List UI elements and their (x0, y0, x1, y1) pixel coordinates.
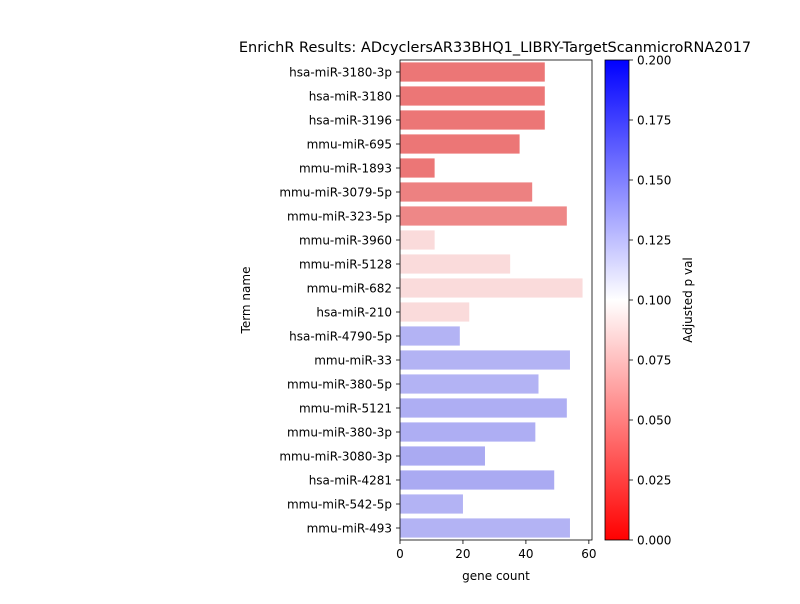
colorbar-tick-label: 0.050 (637, 414, 671, 428)
bar (400, 350, 570, 370)
bar (400, 302, 470, 322)
colorbar: 0.000 0.025 0.050 0.075 0.100 0.125 0.150 0.175… (604, 54, 671, 548)
bar (400, 494, 463, 514)
bar (400, 206, 567, 226)
colorbar-tick-label: 0.075 (637, 354, 671, 368)
y-tick-label: mmu-miR-380-5p (287, 378, 392, 392)
y-tick-label: hsa-miR-4281 (309, 474, 392, 488)
plot-frame (399, 59, 593, 541)
colorbar-tick-label: 0.125 (637, 234, 671, 248)
bar (400, 158, 435, 178)
y-tick-label: mmu-miR-33 (314, 354, 392, 368)
bar (400, 254, 511, 274)
y-tick-label: mmu-miR-3960 (299, 234, 392, 248)
bar (400, 182, 533, 202)
y-tick-label: mmu-miR-5121 (299, 402, 392, 416)
x-tick-label: 60 (581, 547, 596, 561)
colorbar-tick-label: 0.100 (637, 294, 671, 308)
y-tick-label: mmu-miR-682 (307, 282, 392, 296)
bar (400, 374, 539, 394)
y-tick-label: mmu-miR-493 (307, 522, 392, 536)
y-tick-label: mmu-miR-3079-5p (279, 186, 392, 200)
x-axis-label: gene count (462, 569, 530, 583)
y-tick-label: mmu-miR-380-3p (287, 426, 392, 440)
y-tick-label: mmu-miR-1893 (299, 162, 392, 176)
chart-title: EnrichR Results: ADcyclersAR33BHQ1_LIBRY… (239, 40, 751, 56)
bar (400, 230, 435, 250)
y-tick-label: hsa-miR-3180-3p (289, 66, 392, 80)
colorbar-tick-label: 0.150 (637, 174, 671, 188)
y-tick-label: mmu-miR-5128 (299, 258, 392, 272)
bar (400, 518, 570, 538)
y-tick-label: mmu-miR-3080-3p (279, 450, 392, 464)
y-tick-label: hsa-miR-210 (316, 306, 392, 320)
bar (400, 278, 583, 298)
y-tick-label: mmu-miR-542-5p (287, 498, 392, 512)
y-tick-label: mmu-miR-695 (307, 138, 392, 152)
y-tick-label: mmu-miR-323-5p (287, 210, 392, 224)
colorbar-tick-label: 0.175 (637, 114, 671, 128)
colorbar-tick-label: 0.000 (637, 534, 671, 548)
bar (400, 422, 536, 442)
y-tick-label: hsa-miR-4790-5p (289, 330, 392, 344)
x-tick-label: 20 (455, 547, 470, 561)
colorbar-tick-label: 0.025 (637, 474, 671, 488)
bar (400, 326, 460, 346)
x-tick-label: 40 (518, 547, 533, 561)
bar (400, 62, 545, 82)
x-tick-label: 0 (396, 547, 404, 561)
colorbar-gradient (604, 59, 630, 541)
bar (400, 134, 520, 154)
y-tick-label: hsa-miR-3196 (309, 114, 392, 128)
colorbar-tick-label: 0.200 (637, 54, 671, 68)
y-axis-label: Term name (239, 267, 253, 335)
bar (400, 446, 485, 466)
plot-area: hsa-miR-3180-3p hsa-miR-3180 hsa-miR-3196 m… (279, 59, 596, 561)
y-tick-label: hsa-miR-3180 (309, 90, 392, 104)
bar (400, 110, 545, 130)
colorbar-label: Adjusted p val (681, 257, 695, 343)
bar (400, 398, 567, 418)
bar (400, 86, 545, 106)
bar (400, 470, 555, 490)
